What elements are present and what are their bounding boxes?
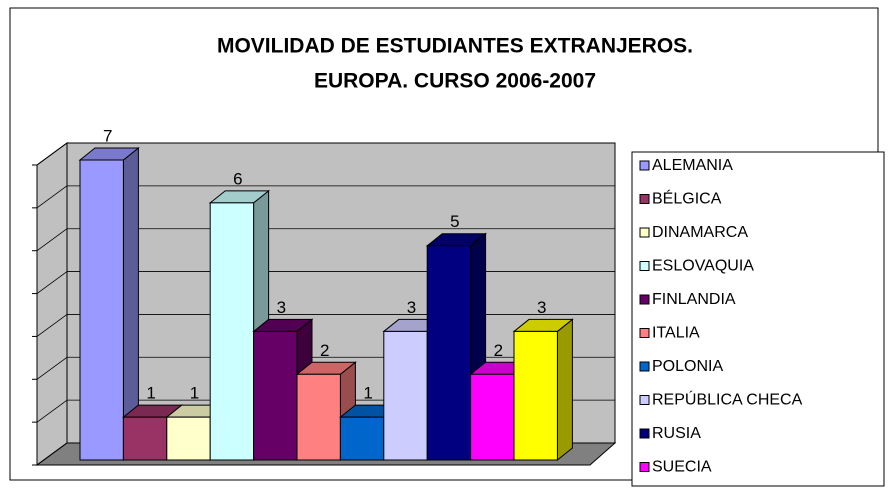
- grid-line: [36, 142, 68, 166]
- legend-label: DINAMARCA: [652, 224, 748, 241]
- data-label: 3: [277, 298, 286, 317]
- legend-swatch: [639, 227, 650, 238]
- bar: [79, 159, 124, 461]
- legend-swatch: [639, 261, 650, 271]
- data-label: 3: [537, 298, 546, 317]
- grid-line: [36, 399, 68, 423]
- side-wall: [36, 142, 68, 466]
- bar: [253, 330, 298, 461]
- legend-swatch: [639, 395, 650, 405]
- chart-title: MOVILIDAD DE ESTUDIANTES EXTRANJEROS.: [217, 35, 693, 58]
- data-label: 1: [190, 384, 199, 403]
- data-label: 7: [103, 126, 112, 145]
- bar: [470, 373, 515, 461]
- grid-line: [36, 185, 68, 209]
- data-label: 6: [233, 169, 242, 188]
- data-label: 1: [146, 384, 155, 403]
- chart-title: EUROPA. CURSO 2006-2007: [314, 70, 596, 93]
- bar: [513, 330, 558, 461]
- legend-label: REPÚBLICA CHECA: [652, 390, 803, 409]
- legend-label: ALEMANIA: [652, 157, 733, 174]
- legend-label: SUECIA: [652, 459, 712, 476]
- grid-line: [36, 314, 68, 337]
- bar: [122, 416, 168, 461]
- bar: [383, 330, 428, 461]
- data-label: 1: [363, 384, 372, 403]
- legend-label: FINLANDIA: [652, 291, 736, 308]
- legend-swatch: [639, 428, 650, 439]
- bar: [426, 245, 472, 461]
- data-label: 5: [450, 212, 459, 231]
- bar: [296, 373, 341, 461]
- legend-swatch: [639, 462, 650, 472]
- bar: [339, 416, 385, 461]
- legend-label: BÉLGICA: [652, 189, 722, 208]
- bar: [209, 202, 255, 461]
- grid-line: [36, 228, 68, 252]
- bar: [166, 416, 211, 461]
- data-label: 2: [494, 341, 503, 360]
- legend-box: [631, 151, 885, 487]
- grid-line: [36, 356, 68, 380]
- data-label: 3: [407, 298, 416, 317]
- legend-label: POLONIA: [652, 358, 723, 375]
- legend-swatch: [639, 328, 650, 338]
- legend-swatch: [639, 361, 650, 372]
- legend-swatch: [639, 194, 650, 204]
- bar-side: [556, 318, 573, 462]
- legend-swatch: [639, 160, 650, 171]
- legend-label: RUSIA: [652, 425, 701, 442]
- data-label: 2: [320, 341, 329, 360]
- legend-label: ITALIA: [652, 325, 700, 342]
- legend-label: ESLOVAQUIA: [652, 258, 754, 275]
- grid-line: [36, 442, 68, 466]
- grid-line: [36, 271, 68, 294]
- legend-swatch: [639, 294, 650, 305]
